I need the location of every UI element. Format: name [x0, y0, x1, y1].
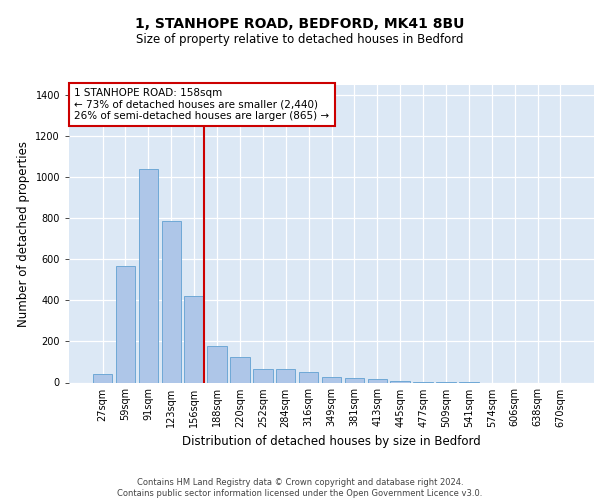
Bar — [161, 222, 181, 382]
Bar — [322, 378, 341, 382]
Bar — [208, 346, 227, 383]
X-axis label: Distribution of detached houses by size in Bedford: Distribution of detached houses by size … — [182, 435, 481, 448]
Bar — [368, 380, 387, 382]
Bar — [116, 266, 135, 382]
Bar — [344, 378, 364, 382]
Text: Contains HM Land Registry data © Crown copyright and database right 2024.
Contai: Contains HM Land Registry data © Crown c… — [118, 478, 482, 498]
Bar — [299, 372, 319, 382]
Bar — [184, 296, 204, 382]
Bar — [230, 357, 250, 382]
Text: 1 STANHOPE ROAD: 158sqm
← 73% of detached houses are smaller (2,440)
26% of semi: 1 STANHOPE ROAD: 158sqm ← 73% of detache… — [74, 88, 329, 121]
Y-axis label: Number of detached properties: Number of detached properties — [17, 141, 30, 327]
Text: 1, STANHOPE ROAD, BEDFORD, MK41 8BU: 1, STANHOPE ROAD, BEDFORD, MK41 8BU — [136, 18, 464, 32]
Bar — [253, 369, 272, 382]
Bar — [93, 374, 112, 382]
Bar — [139, 169, 158, 382]
Bar — [276, 369, 295, 382]
Text: Size of property relative to detached houses in Bedford: Size of property relative to detached ho… — [136, 32, 464, 46]
